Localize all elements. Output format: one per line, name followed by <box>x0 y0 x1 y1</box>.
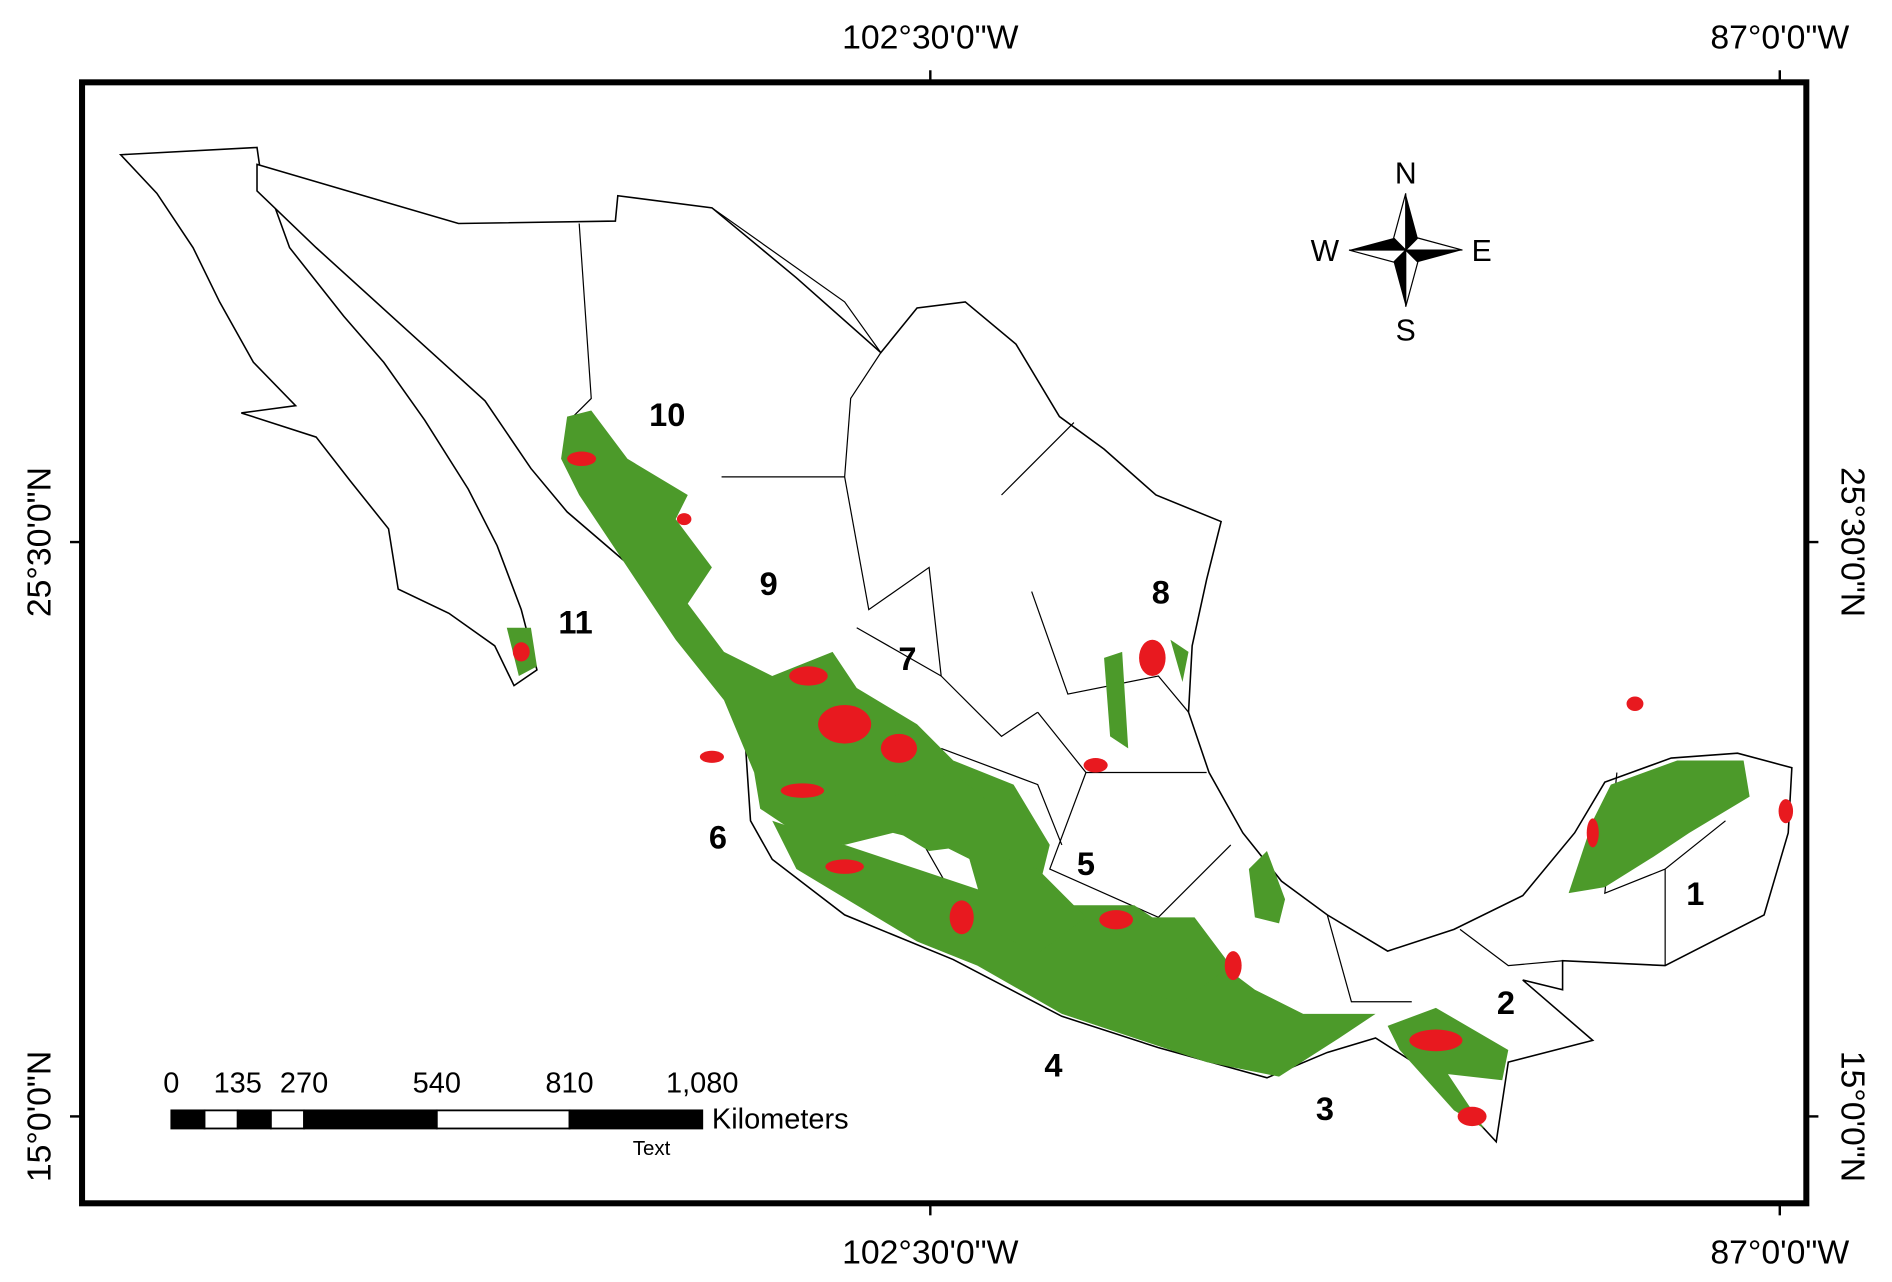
scale-note: Text <box>633 1137 671 1160</box>
latitude-label: 15°0'0"N <box>21 1051 59 1182</box>
scale-segment <box>303 1109 438 1130</box>
red-patch <box>1626 696 1644 711</box>
mainland <box>256 163 1793 1144</box>
region-label: 9 <box>760 566 778 602</box>
region-label: 5 <box>1077 846 1095 882</box>
compass-arm <box>1405 250 1463 263</box>
scale-tick-label: 135 <box>214 1067 262 1099</box>
red-patch <box>1083 758 1108 773</box>
region-label: 11 <box>558 605 592 641</box>
region-label: 7 <box>898 641 916 677</box>
latitude-label: 25°30'0"N <box>1833 467 1871 617</box>
compass-arm <box>1393 250 1406 307</box>
land <box>118 146 1793 1144</box>
region-labels: 1 2 3 4 5 6 7 8 9 10 11 <box>558 397 1704 1127</box>
red-patch <box>1139 639 1166 676</box>
scale-tick-label: 0 <box>163 1067 179 1099</box>
scale-tick-label: 540 <box>413 1067 461 1099</box>
scale-segment <box>435 1109 571 1130</box>
yucatan-area <box>1568 760 1750 894</box>
red-patch <box>567 451 597 467</box>
map-frame <box>79 79 1810 1207</box>
south-corridor <box>772 820 1376 1077</box>
coordinate-labels: 102°30'0"W 87°0'0"W 102°30'0"W 87°0'0"W … <box>21 19 1872 1272</box>
region-label: 4 <box>1044 1048 1062 1084</box>
red-patch <box>949 900 974 935</box>
scale-bar: Kilometers Text 0 135 270 540 810 1,080 <box>163 1067 848 1160</box>
scale-segment <box>170 1109 206 1130</box>
region-label: 10 <box>649 397 685 433</box>
scale-segment <box>568 1109 704 1130</box>
longitude-label: 102°30'0"W <box>842 1234 1019 1272</box>
compass-arm <box>1404 237 1463 251</box>
region-label: 6 <box>709 820 727 856</box>
region-label: 3 <box>1316 1091 1334 1127</box>
red-patch <box>1778 799 1794 824</box>
graticule-ticks <box>69 70 1819 1216</box>
latitude-label: 25°30'0"N <box>21 467 59 617</box>
compass-east: E <box>1472 235 1492 268</box>
longitude-label: 102°30'0"W <box>842 19 1019 57</box>
compass-arm <box>1405 193 1418 251</box>
west-corridor <box>561 410 1050 894</box>
compass-arm <box>1349 237 1406 251</box>
scale-unit: Kilometers <box>712 1103 849 1135</box>
compass-west: W <box>1311 235 1340 268</box>
compass-south: S <box>1396 315 1416 348</box>
region-label: 2 <box>1497 985 1515 1021</box>
scale-segment <box>236 1109 272 1130</box>
red-patch <box>1099 910 1134 930</box>
red-patch <box>818 704 872 744</box>
longitude-label: 87°0'0"W <box>1710 19 1849 57</box>
red-patch <box>699 750 724 763</box>
red-areas <box>512 451 1794 1127</box>
red-patch <box>789 666 828 686</box>
region-label: 1 <box>1686 876 1704 912</box>
veracruz-area <box>1104 639 1286 924</box>
compass-rose: N S W E <box>1311 158 1492 348</box>
central-patches <box>892 772 1231 1002</box>
longitude-label: 87°0'0"W <box>1710 1234 1849 1272</box>
red-patch <box>1457 1106 1487 1127</box>
red-patch <box>825 859 864 874</box>
red-patch <box>780 783 825 798</box>
red-patch <box>512 642 530 662</box>
red-patch <box>1224 951 1242 981</box>
latitude-label: 15°0'0"N <box>1833 1051 1871 1182</box>
scale-tick-label: 270 <box>280 1067 328 1099</box>
scale-tick-label: 810 <box>545 1067 593 1099</box>
baja-peninsula <box>118 146 538 687</box>
region-label: 8 <box>1152 575 1170 611</box>
red-patch <box>1409 1029 1463 1052</box>
scale-tick-label: 1,080 <box>666 1067 738 1099</box>
red-patch <box>676 513 692 526</box>
compass-north: N <box>1395 158 1417 191</box>
red-patch <box>1586 818 1599 848</box>
compass-arm <box>1348 249 1408 263</box>
compass-arm <box>1405 248 1419 307</box>
red-patch <box>880 733 918 763</box>
scale-segment <box>269 1109 305 1130</box>
scale-segment <box>203 1109 239 1130</box>
